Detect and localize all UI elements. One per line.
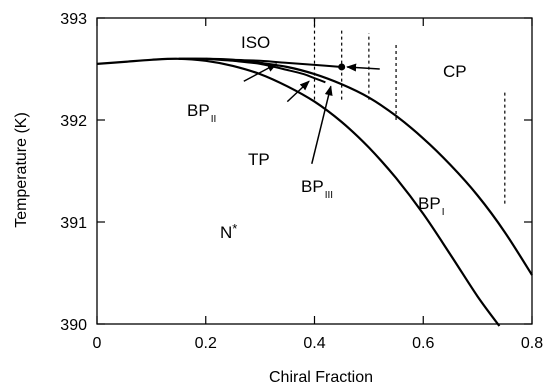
nstar-region-label: N* [220, 221, 237, 242]
y-tick-label: 391 [60, 215, 87, 232]
y-tick-label: 390 [60, 317, 87, 334]
y-axis-title: Temperature (K) [13, 112, 30, 228]
annotation-arrow [243, 63, 278, 82]
x-tick-label: 0.6 [412, 335, 434, 352]
bp3-label-main: BP [301, 177, 324, 196]
bp3-label: BPIII [301, 177, 333, 201]
bp1-label-sub: I [442, 207, 445, 218]
x-tick-label: 0 [93, 335, 102, 352]
phase-boundary-line [96, 57, 501, 327]
phase-boundary-curves [96, 57, 533, 327]
annotation-arrow [286, 80, 310, 103]
bp2-label: BPII [187, 101, 216, 125]
x-tick-label: 0.2 [195, 335, 217, 352]
annotation-arrow [346, 63, 380, 72]
x-axis-title: Chiral Fraction [269, 369, 373, 386]
phase-boundary-line [205, 57, 326, 84]
critical-point-marker [338, 63, 346, 71]
iso-region-label: ISO [241, 33, 270, 52]
cp-label: CP [443, 62, 467, 81]
tp-label: TP [248, 150, 270, 169]
bp2-label-main: BP [187, 101, 210, 120]
y-tick-label: 393 [60, 11, 87, 28]
bp2-label-sub: II [211, 114, 217, 125]
annotation-arrow [311, 85, 333, 165]
bp3-label-sub: III [325, 190, 333, 201]
x-tick-label: 0.4 [303, 335, 325, 352]
x-tick-label: 0.8 [521, 335, 543, 352]
y-tick-label: 392 [60, 113, 87, 130]
annotation-arrows [243, 63, 380, 165]
bp1-label-main: BP [418, 194, 441, 213]
vertical-dotted-lines [313, 18, 506, 204]
phase-boundary-line [178, 57, 533, 276]
bp1-label: BPI [418, 194, 444, 218]
axis-ticks: 0 0.2 0.4 0.6 0.8 390 391 392 393 [60, 11, 543, 352]
